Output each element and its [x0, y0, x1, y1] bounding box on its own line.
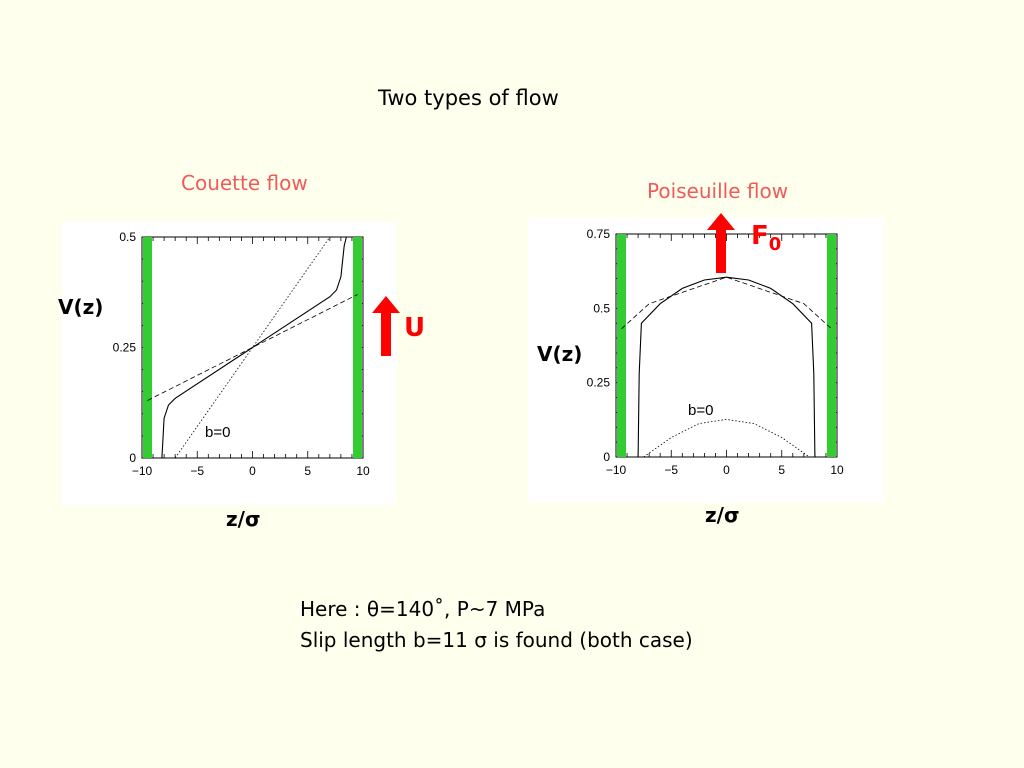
velocity-u-label: U: [404, 313, 426, 343]
poiseuille-chart: −10 −5 0 5 10 0 0.25 0.5 0.75 b=0: [587, 227, 844, 477]
poiseuille-plot-panel: −10 −5 0 5 10 0 0.25 0.5 0.75 b=0: [528, 217, 883, 503]
arrow-up-icon: [372, 296, 400, 356]
couette-left-wall: [143, 237, 153, 458]
couette-y-axis-label: V(z): [58, 295, 104, 319]
force-f-symbol: F: [751, 221, 769, 251]
poiseuille-x-tick-label: 0: [723, 463, 730, 477]
couette-right-wall: [352, 237, 362, 458]
poiseuille-x-axis-label: z/σ: [705, 503, 740, 527]
couette-series-dotted: [174, 236, 331, 459]
couette-y-tick-label: 0.25: [113, 341, 137, 355]
couette-series-dashed: [147, 294, 358, 401]
couette-series-solid: [161, 236, 347, 459]
couette-x-tick-label: 5: [304, 464, 311, 478]
couette-b0-annotation: b=0: [205, 424, 230, 441]
poiseuille-left-wall: [617, 234, 627, 457]
poiseuille-b0-annotation: b=0: [688, 402, 713, 419]
contact-angle-pressure-note: Here : θ=140˚, P~7 MPa: [300, 597, 546, 621]
couette-x-axis-label: z/σ: [226, 507, 261, 531]
poiseuille-right-wall: [826, 234, 836, 457]
poiseuille-y-tick-label: 0.5: [593, 301, 610, 315]
couette-y-tick-label: 0: [129, 451, 136, 465]
couette-flow-title: Couette flow: [181, 171, 308, 195]
couette-x-tick-label: 10: [356, 464, 370, 478]
poiseuille-x-tick-label: −5: [664, 463, 678, 477]
slide-title: Two types of flow: [378, 86, 559, 110]
couette-x-tick-label: 0: [249, 464, 256, 478]
couette-chart: −10 −5 0 5 10 0 0.25 0.5 b=0: [113, 230, 370, 478]
poiseuille-y-tick-label: 0: [603, 450, 610, 464]
poiseuille-x-tick-label: 5: [778, 463, 785, 477]
poiseuille-x-tick-label: 10: [830, 463, 844, 477]
poiseuille-series-dashed: [621, 276, 832, 330]
poiseuille-y-tick-label: 0.75: [587, 227, 611, 241]
poiseuille-flow-title: Poiseuille flow: [647, 179, 789, 203]
couette-plot-panel: −10 −5 0 5 10 0 0.25 0.5 b=0: [62, 222, 396, 505]
poiseuille-series-solid: [637, 276, 816, 458]
poiseuille-x-tick-label: −10: [606, 463, 627, 477]
poiseuille-y-axis-label: V(z): [537, 342, 583, 366]
slip-length-note: Slip length b=11 σ is found (both case): [300, 628, 693, 652]
poiseuille-y-tick-label: 0.25: [587, 376, 611, 390]
force-subscript: 0: [768, 234, 782, 255]
poiseuille-series-dotted: [643, 418, 810, 458]
couette-x-tick-label: −10: [132, 464, 153, 478]
couette-y-tick-label: 0.5: [119, 230, 136, 244]
couette-x-tick-label: −5: [190, 464, 204, 478]
force-f0-label: F0: [751, 221, 781, 255]
force-arrow-up-icon: [707, 213, 735, 273]
